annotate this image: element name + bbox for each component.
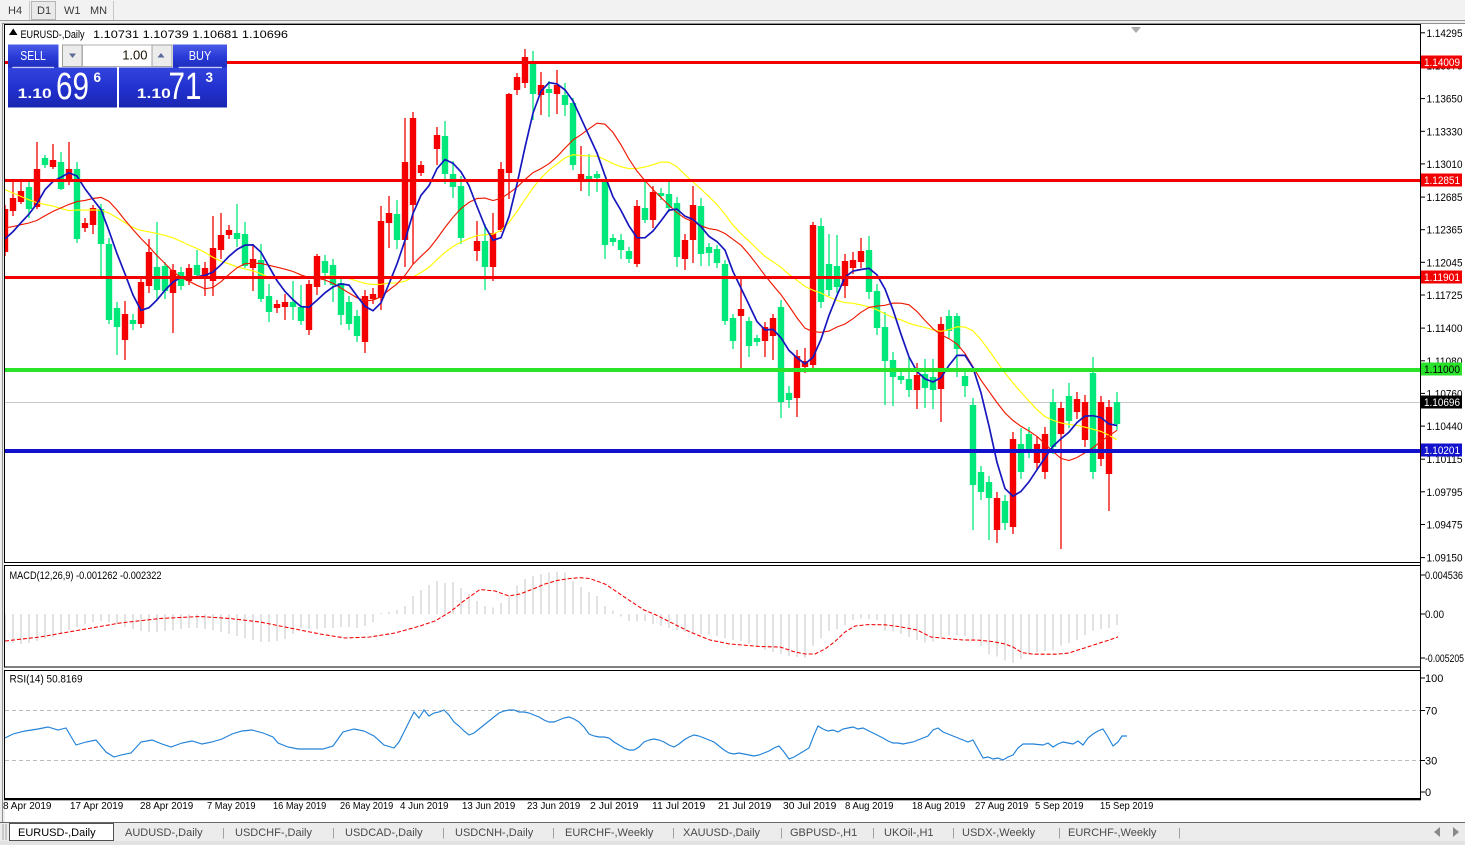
svg-text:XAUUSD-,Daily: XAUUSD-,Daily bbox=[683, 827, 761, 839]
svg-text:17 Apr 2019: 17 Apr 2019 bbox=[70, 800, 123, 812]
svg-text:D1: D1 bbox=[37, 5, 51, 17]
svg-text:23 Jun 2019: 23 Jun 2019 bbox=[527, 800, 580, 812]
svg-text:MACD(12,26,9) -0.001262 -0.002: MACD(12,26,9) -0.001262 -0.002322 bbox=[10, 570, 162, 582]
svg-text:1.09795: 1.09795 bbox=[1427, 487, 1463, 499]
svg-text:71: 71 bbox=[169, 66, 202, 108]
svg-text:69: 69 bbox=[56, 66, 89, 108]
svg-text:|: | bbox=[222, 827, 225, 839]
svg-text:|: | bbox=[672, 827, 675, 839]
svg-text:11 Jul 2019: 11 Jul 2019 bbox=[652, 800, 705, 812]
svg-text:|: | bbox=[952, 827, 955, 839]
svg-text:1.10: 1.10 bbox=[18, 86, 52, 101]
svg-text:1.14009: 1.14009 bbox=[1424, 57, 1460, 69]
svg-text:1.14295: 1.14295 bbox=[1427, 28, 1463, 40]
svg-text:USDCHF-,Daily: USDCHF-,Daily bbox=[235, 827, 313, 839]
svg-text:EURUSD-,Daily: EURUSD-,Daily bbox=[21, 29, 85, 41]
svg-text:16 May 2019: 16 May 2019 bbox=[273, 800, 326, 812]
svg-text:3: 3 bbox=[206, 70, 214, 85]
svg-text:70: 70 bbox=[1425, 706, 1437, 718]
svg-text:H4: H4 bbox=[8, 5, 22, 17]
svg-text:1.10: 1.10 bbox=[137, 86, 171, 101]
svg-text:1.10731 1.10739 1.10681 1.1069: 1.10731 1.10739 1.10681 1.10696 bbox=[93, 29, 288, 41]
svg-text:-0.005205: -0.005205 bbox=[1425, 653, 1464, 665]
svg-text:1.11725: 1.11725 bbox=[1427, 290, 1463, 302]
svg-text:|: | bbox=[872, 827, 875, 839]
svg-text:SELL: SELL bbox=[20, 49, 46, 63]
svg-text:1.11400: 1.11400 bbox=[1427, 323, 1463, 335]
svg-text:7 May 2019: 7 May 2019 bbox=[207, 800, 256, 812]
svg-text:UKOil-,H1: UKOil-,H1 bbox=[884, 827, 934, 839]
svg-text:EURCHF-,Weekly: EURCHF-,Weekly bbox=[1068, 827, 1157, 839]
svg-text:1.12045: 1.12045 bbox=[1427, 257, 1463, 269]
svg-text:28 Apr 2019: 28 Apr 2019 bbox=[140, 800, 193, 812]
svg-text:6: 6 bbox=[94, 70, 102, 85]
svg-text:1.13330: 1.13330 bbox=[1427, 126, 1463, 138]
svg-text:0.00: 0.00 bbox=[1425, 609, 1444, 621]
svg-text:BUY: BUY bbox=[189, 49, 212, 63]
svg-text:8 Aug 2019: 8 Aug 2019 bbox=[845, 800, 894, 812]
svg-text:AUDUSD-,Daily: AUDUSD-,Daily bbox=[125, 827, 203, 839]
svg-text:|: | bbox=[442, 827, 445, 839]
svg-text:1.09150: 1.09150 bbox=[1427, 553, 1463, 565]
svg-text:30 Jul 2019: 30 Jul 2019 bbox=[783, 800, 836, 812]
svg-text:USDCAD-,Daily: USDCAD-,Daily bbox=[345, 827, 423, 839]
svg-text:EURUSD-,Daily: EURUSD-,Daily bbox=[18, 827, 96, 839]
svg-text:1.13010: 1.13010 bbox=[1427, 159, 1463, 171]
svg-text:13 Jun 2019: 13 Jun 2019 bbox=[462, 800, 515, 812]
svg-text:EURCHF-,Weekly: EURCHF-,Weekly bbox=[565, 827, 654, 839]
svg-text:4 Jun 2019: 4 Jun 2019 bbox=[400, 800, 449, 812]
svg-text:|: | bbox=[1058, 827, 1061, 839]
svg-text:21 Jul 2019: 21 Jul 2019 bbox=[718, 800, 771, 812]
svg-text:MN: MN bbox=[90, 5, 107, 17]
svg-text:USDX-,Weekly: USDX-,Weekly bbox=[962, 827, 1036, 839]
svg-text:27 Aug 2019: 27 Aug 2019 bbox=[975, 800, 1028, 812]
svg-text:8 Apr 2019: 8 Apr 2019 bbox=[3, 800, 52, 812]
svg-text:1.10440: 1.10440 bbox=[1427, 421, 1463, 433]
svg-text:USDCNH-,Daily: USDCNH-,Daily bbox=[455, 827, 534, 839]
svg-text:|: | bbox=[552, 827, 555, 839]
svg-text:1.12365: 1.12365 bbox=[1427, 225, 1463, 237]
svg-text:RSI(14) 50.8169: RSI(14) 50.8169 bbox=[10, 674, 83, 686]
svg-text:26 May 2019: 26 May 2019 bbox=[340, 800, 393, 812]
svg-text:1.10115: 1.10115 bbox=[1427, 454, 1463, 466]
svg-text:1.00: 1.00 bbox=[122, 48, 147, 63]
svg-text:2 Jul 2019: 2 Jul 2019 bbox=[590, 800, 639, 812]
svg-text:0: 0 bbox=[1425, 787, 1431, 799]
svg-text:1.12851: 1.12851 bbox=[1424, 175, 1460, 187]
svg-text:100: 100 bbox=[1425, 673, 1443, 685]
svg-text:GBPUSD-,H1: GBPUSD-,H1 bbox=[790, 827, 857, 839]
svg-text:5 Sep 2019: 5 Sep 2019 bbox=[1035, 800, 1084, 812]
svg-text:1.12685: 1.12685 bbox=[1427, 192, 1463, 204]
svg-text:18 Aug 2019: 18 Aug 2019 bbox=[912, 800, 965, 812]
svg-text:1.11000: 1.11000 bbox=[1424, 364, 1460, 376]
svg-text:15 Sep 2019: 15 Sep 2019 bbox=[1100, 800, 1153, 812]
svg-text:1.11901: 1.11901 bbox=[1424, 272, 1460, 284]
svg-text:|: | bbox=[780, 827, 783, 839]
svg-text:1.10201: 1.10201 bbox=[1424, 445, 1460, 457]
svg-text:0.004536: 0.004536 bbox=[1425, 570, 1463, 582]
svg-text:1.09475: 1.09475 bbox=[1427, 520, 1463, 532]
svg-text:1.10696: 1.10696 bbox=[1424, 397, 1460, 409]
svg-text:|: | bbox=[332, 827, 335, 839]
svg-text:|: | bbox=[1178, 827, 1181, 839]
svg-text:30: 30 bbox=[1425, 756, 1437, 768]
svg-text:1.13650: 1.13650 bbox=[1427, 94, 1463, 106]
svg-text:W1: W1 bbox=[64, 5, 81, 17]
